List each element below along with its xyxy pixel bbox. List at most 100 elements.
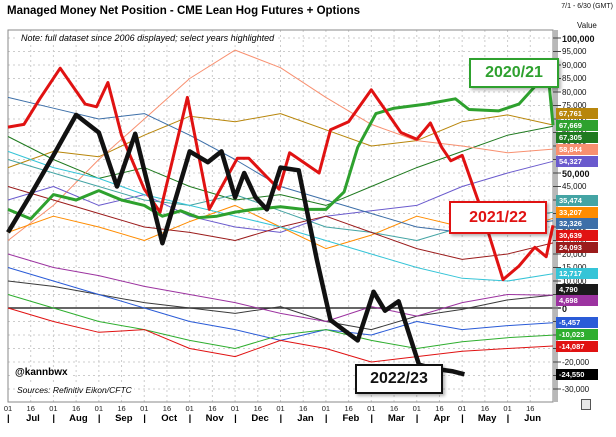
value-badge: 24,093 (556, 241, 598, 253)
value-badge: -5,457 (556, 317, 598, 329)
x-axis-day-label: 16 (71, 404, 81, 413)
x-axis-day-label: 01 (185, 404, 194, 413)
x-axis-day-label: 16 (117, 404, 126, 413)
y-axis-tick-label: 90,000 (562, 60, 587, 70)
value-badge: 33,207 (556, 206, 598, 218)
chart-title: Managed Money Net Position - CME Lean Ho… (7, 5, 361, 17)
y-axis-band (553, 30, 558, 402)
x-axis-day-label: 01 (503, 404, 512, 413)
x-axis-month-separator: | (506, 413, 510, 424)
series-line-bg (7, 294, 554, 349)
x-axis-day-label: 16 (344, 404, 353, 413)
x-axis-month-label: May (477, 413, 497, 424)
value-badge: 4,698 (556, 295, 598, 307)
y-axis-tick-label: 95,000 (562, 47, 587, 56)
x-axis-day-label: 16 (162, 404, 172, 413)
y-axis-tick-label: 50,000 (562, 168, 590, 179)
x-axis-month-separator: | (370, 413, 373, 424)
y-axis-tick-label: 100,000 (562, 33, 595, 44)
series-line-bg (7, 160, 554, 233)
x-axis-day-label: 01 (276, 404, 285, 413)
x-axis-month-label: Mar (387, 413, 405, 424)
x-axis-month-separator: | (52, 413, 56, 424)
value-badge: -24,550 (556, 368, 598, 380)
x-axis-day-label: 16 (208, 404, 217, 413)
x-axis-month-label: Nov (205, 413, 224, 424)
x-axis-month-label: Dec (251, 413, 269, 424)
series-line-2022-23 (6, 112, 465, 377)
y-axis-tick-label: 75,000 (562, 101, 587, 110)
value-badge: -14,087 (556, 340, 598, 352)
value-badge: 58,844 (556, 143, 598, 155)
value-badge: 4,790 (556, 283, 598, 295)
x-axis-month-label: Apr (433, 413, 450, 424)
x-axis-month-label: Jul (26, 413, 40, 424)
series-line-bg (7, 150, 554, 282)
x-axis-day-label: 16 (389, 404, 399, 413)
x-axis-day-label: 01 (3, 404, 13, 413)
x-axis-day-label: 16 (435, 404, 444, 413)
x-axis-month-label: Sep (115, 413, 133, 424)
y-axis-tick-label: 80,000 (562, 87, 587, 97)
series-label-2022-23: 2022/23 (355, 364, 443, 394)
y-axis-tick-label: 15,000 (562, 263, 586, 272)
x-axis-day-label: 01 (367, 404, 376, 413)
series-line-bg (7, 49, 554, 241)
chart-note: Note: full dataset since 2006 displayed;… (18, 33, 278, 43)
x-axis-day-label: 01 (49, 404, 58, 413)
scroll-handle-icon[interactable] (581, 399, 591, 410)
x-axis-day-label: 01 (140, 404, 149, 413)
series-line-bg (7, 113, 554, 169)
period-label: 7/1 - 6/30 (GMT) (561, 3, 613, 10)
twitter-handle: @kannbwx (13, 367, 70, 378)
value-badge: 30,639 (556, 230, 598, 241)
value-badge: 67,305 (556, 131, 598, 143)
x-axis-day-label: 16 (526, 404, 535, 413)
x-axis-month-separator: | (143, 413, 146, 424)
x-axis-month-separator: | (188, 413, 192, 424)
series-line-bg (7, 307, 554, 363)
x-axis-month-separator: | (7, 413, 10, 424)
y-axis-tick-label: 85,000 (562, 74, 587, 83)
y-axis-tick-label: 0 (562, 303, 568, 314)
series-line-2020-21 (7, 75, 555, 221)
series-label-2020-21: 2020/21 (469, 58, 559, 88)
source-credit: Sources: Refinitiv Eikon/CFTC (15, 385, 134, 395)
x-axis-day-label: 01 (230, 404, 240, 413)
x-axis-month-label: Jan (297, 413, 314, 424)
x-axis-month-separator: | (234, 413, 237, 424)
x-axis-month-label: Jun (524, 413, 541, 424)
y-axis-tick-label: -20,000 (562, 357, 590, 367)
x-axis-day-label: 01 (321, 404, 331, 413)
x-axis-day-label: 16 (480, 404, 490, 413)
value-badge: 54,327 (556, 155, 598, 167)
x-axis-day-label: 01 (412, 404, 421, 413)
y-axis-title: Value (577, 21, 597, 30)
value-badge: -10,023 (556, 329, 598, 341)
x-axis-month-separator: | (415, 413, 419, 424)
series-line-2021-22 (7, 66, 555, 282)
series-label-2021-22: 2021/22 (449, 201, 547, 234)
series-line-bg (7, 253, 554, 322)
value-badge: 32,326 (556, 218, 598, 230)
x-axis-month-separator: | (461, 413, 464, 424)
x-axis-day-label: 16 (26, 404, 35, 413)
y-axis-tick-label: 20,000 (562, 249, 587, 259)
value-badge: 35,474 (556, 195, 598, 207)
x-axis-month-separator: | (279, 413, 283, 424)
y-axis-tick-label: -30,000 (562, 384, 590, 394)
x-axis-month-label: Feb (342, 413, 360, 424)
y-axis-tick-label: 10,000 (562, 276, 587, 286)
x-axis-day-label: 16 (299, 404, 308, 413)
x-axis-month-separator: | (97, 413, 101, 424)
value-badge: 67,669 (556, 120, 598, 132)
x-axis-day-label: 01 (94, 404, 103, 413)
x-axis-day-label: 01 (457, 404, 467, 413)
x-axis-month-label: Oct (161, 413, 178, 424)
x-axis-month-label: Aug (69, 413, 88, 424)
y-axis-tick-label: 45,000 (562, 182, 587, 191)
value-badge: 67,761 (556, 108, 598, 120)
value-badge: 12,717 (556, 268, 598, 280)
